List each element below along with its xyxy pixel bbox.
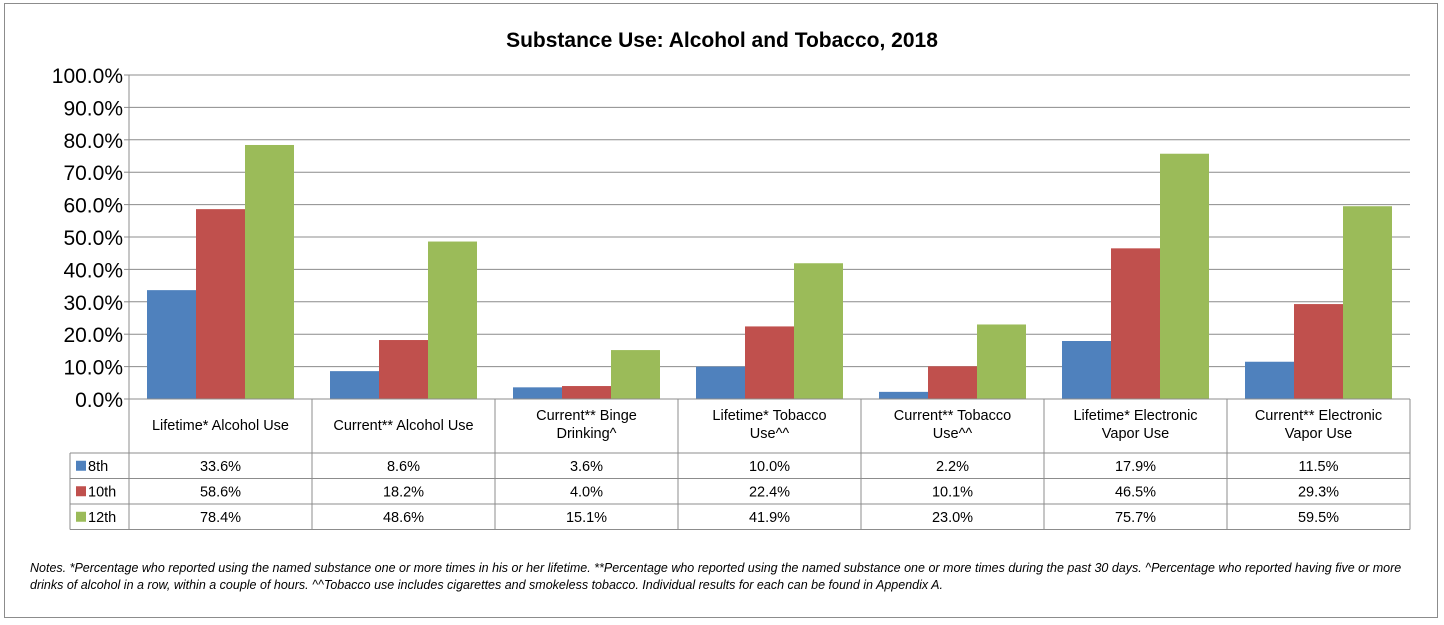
bar — [1062, 341, 1111, 399]
bar — [1343, 206, 1392, 399]
bar — [1245, 361, 1294, 399]
bar — [1111, 248, 1160, 399]
data-label: 75.7% — [1115, 510, 1156, 526]
y-tick-label: 30.0% — [63, 292, 123, 315]
data-label: 4.0% — [570, 484, 603, 500]
data-label: 10.1% — [932, 484, 973, 500]
bar — [562, 386, 611, 399]
y-tick-label: 60.0% — [63, 195, 123, 218]
series-name: 8th — [88, 459, 108, 475]
legend-key — [76, 460, 86, 471]
series-name: 12th — [88, 510, 116, 526]
y-tick-label: 50.0% — [63, 227, 123, 250]
data-label: 29.3% — [1298, 484, 1339, 500]
data-label: 33.6% — [200, 459, 241, 475]
category-label: Vapor Use — [1285, 426, 1352, 442]
category-label: Current** Electronic — [1255, 408, 1382, 424]
category-label: Lifetime* Tobacco — [712, 408, 826, 424]
data-label: 59.5% — [1298, 510, 1339, 526]
legend-key — [76, 511, 86, 522]
category-label: Vapor Use — [1102, 426, 1169, 442]
data-label: 46.5% — [1115, 484, 1156, 500]
category-label: Lifetime* Alcohol Use — [152, 418, 289, 434]
data-label: 22.4% — [749, 484, 790, 500]
bar — [928, 366, 977, 399]
data-label: 41.9% — [749, 510, 790, 526]
bar — [696, 366, 745, 399]
bar — [1294, 304, 1343, 399]
bar — [1160, 153, 1209, 399]
bar — [196, 209, 245, 399]
bar — [879, 391, 928, 399]
category-label: Lifetime* Electronic — [1073, 408, 1197, 424]
bar — [330, 371, 379, 399]
bar — [611, 350, 660, 399]
category-label: Drinking^ — [557, 426, 617, 442]
data-label: 15.1% — [566, 510, 607, 526]
bar — [379, 340, 428, 399]
bar — [245, 144, 294, 399]
data-label: 2.2% — [936, 459, 969, 475]
y-tick-label: 20.0% — [63, 324, 123, 347]
data-label: 18.2% — [383, 484, 424, 500]
series-name: 10th — [88, 484, 116, 500]
data-label: 23.0% — [932, 510, 973, 526]
chart-title: Substance Use: Alcohol and Tobacco, 2018 — [506, 29, 938, 52]
bar — [745, 326, 794, 399]
bar — [794, 263, 843, 399]
category-label: Use^^ — [933, 426, 973, 442]
data-label: 48.6% — [383, 510, 424, 526]
bar — [513, 387, 562, 399]
data-label: 11.5% — [1298, 459, 1338, 475]
category-label: Current** Tobacco — [894, 408, 1011, 424]
y-tick-label: 10.0% — [63, 357, 123, 380]
data-label: 10.0% — [749, 459, 790, 475]
legend-key — [76, 486, 86, 497]
chart-notes: Notes. *Percentage who reported using th… — [30, 561, 1402, 592]
data-label: 8.6% — [387, 459, 420, 475]
bar — [428, 241, 477, 399]
category-label: Use^^ — [750, 426, 790, 442]
data-label: 3.6% — [570, 459, 603, 475]
bar — [977, 324, 1026, 399]
y-tick-label: 80.0% — [63, 130, 123, 153]
data-label: 78.4% — [200, 510, 241, 526]
y-tick-label: 90.0% — [63, 97, 123, 120]
y-tick-label: 100.0% — [52, 65, 123, 88]
y-tick-label: 0.0% — [75, 389, 123, 412]
data-label: 58.6% — [200, 484, 241, 500]
category-label: Current** Binge — [536, 408, 637, 424]
data-label: 17.9% — [1115, 459, 1156, 475]
y-tick-label: 40.0% — [63, 259, 123, 282]
y-tick-label: 70.0% — [63, 162, 123, 185]
bar — [147, 290, 196, 399]
category-label: Current** Alcohol Use — [333, 418, 473, 434]
